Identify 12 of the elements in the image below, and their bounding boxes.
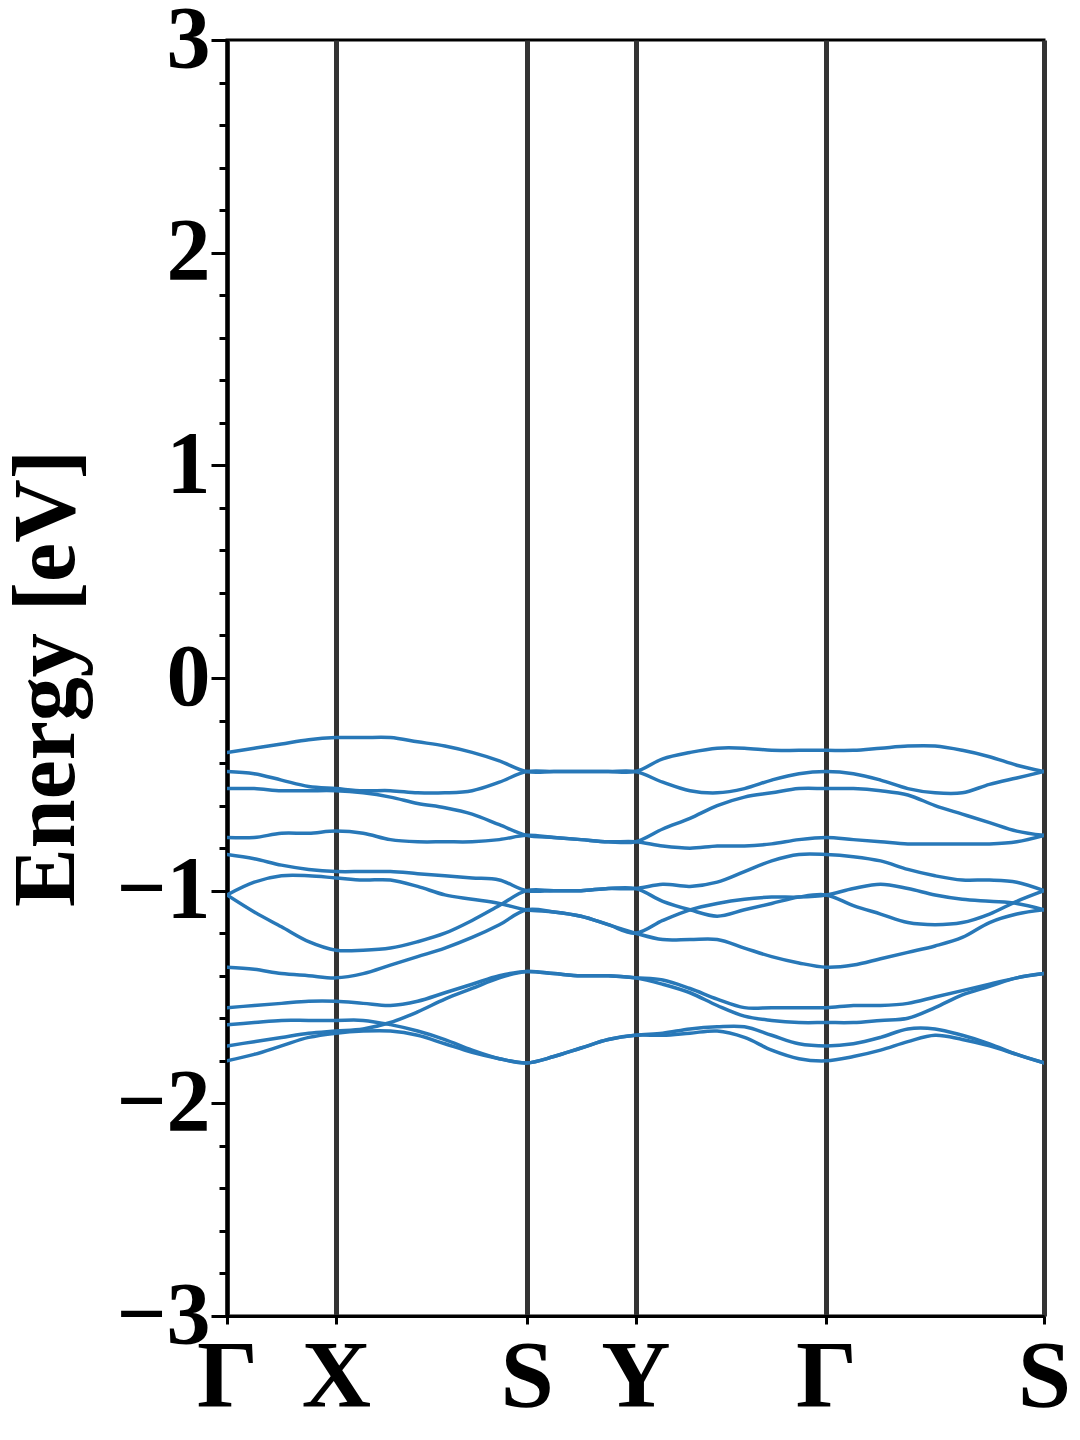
y-tick-label: 2	[166, 201, 211, 299]
x-tick-label: S	[1017, 1320, 1072, 1428]
x-tick-label: Γ	[796, 1320, 858, 1428]
y-tick-label: 1	[166, 413, 211, 511]
x-tick-label: S	[500, 1320, 554, 1428]
y-tick-label: −2	[116, 1051, 211, 1149]
y-axis-title: Energy [eV]	[0, 450, 94, 907]
y-tick-label: 0	[166, 626, 211, 724]
y-tick-label: −1	[116, 839, 211, 937]
x-tick-label: X	[301, 1320, 372, 1428]
x-tick-label: Y	[601, 1320, 671, 1428]
y-tick-label: 3	[166, 0, 211, 86]
